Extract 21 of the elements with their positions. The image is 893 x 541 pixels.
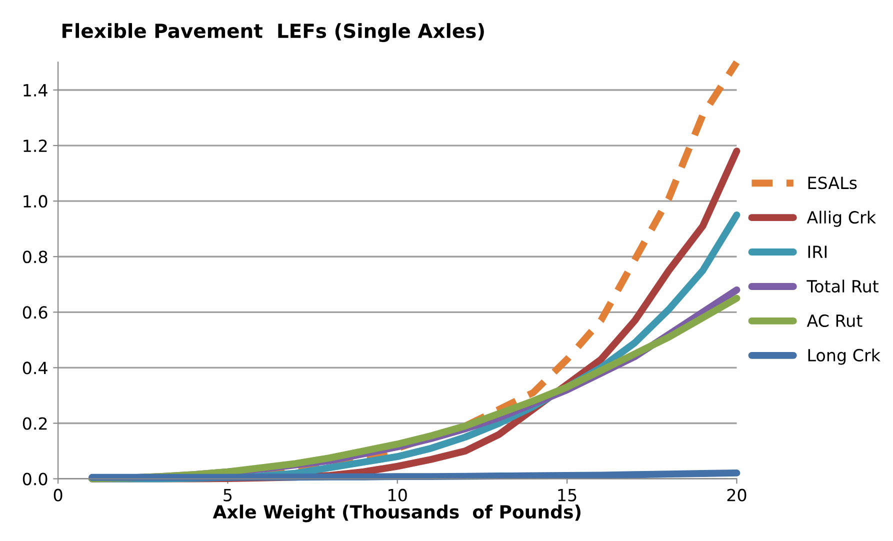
y-tick-label: 0.4 xyxy=(22,362,48,374)
x-tick-label: 15 xyxy=(558,489,576,502)
legend-label: Long Crk xyxy=(808,348,880,365)
x-axis-title: Axle Weight (Thousands of Pounds) xyxy=(212,504,580,522)
y-tick-label: 1.4 xyxy=(24,84,48,96)
x-tick-label: 5 xyxy=(224,489,232,502)
legend-label: Allig Crk xyxy=(806,210,876,227)
y-tick-label: 0.0 xyxy=(22,472,48,486)
legend-label: AC Rut xyxy=(806,314,862,328)
y-tick-label: 0.6 xyxy=(22,306,48,319)
y-tick-label: 1.0 xyxy=(24,195,48,208)
legend-label: IRI xyxy=(808,246,826,258)
chart-title: Flexible Pavement LEFs (Single Axles) xyxy=(62,23,484,42)
y-tick-label: 0.2 xyxy=(22,417,47,430)
legend-label: ESALs xyxy=(808,176,857,190)
x-tick-label: 10 xyxy=(388,488,407,502)
y-tick-label: 0.8 xyxy=(22,250,48,264)
x-tick-label: 20 xyxy=(727,488,746,502)
x-tick-label: 0 xyxy=(54,488,62,502)
legend-label: Total Rut xyxy=(806,280,878,293)
y-tick-label: 1.2 xyxy=(24,139,47,152)
